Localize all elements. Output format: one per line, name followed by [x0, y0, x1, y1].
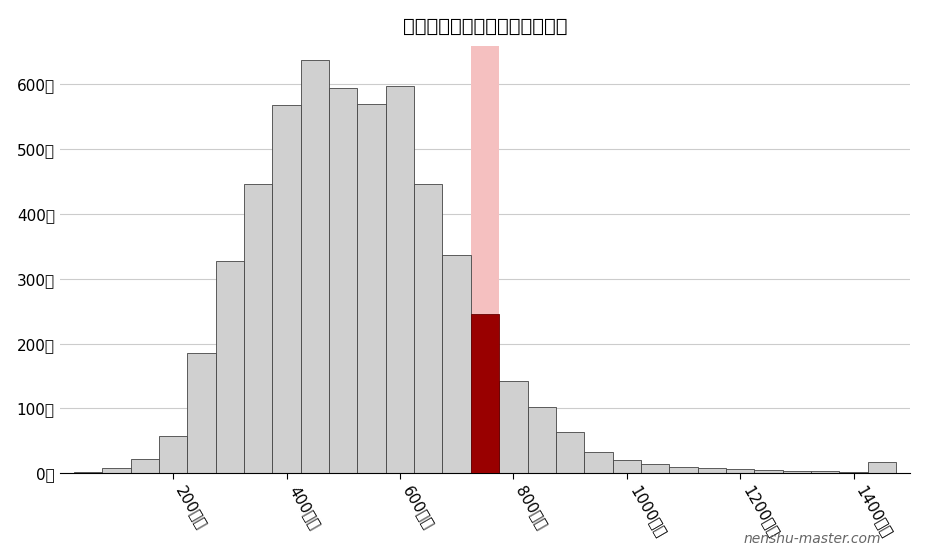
Title: イーグル工業の年収ポジション: イーグル工業の年収ポジション	[402, 17, 567, 36]
Bar	[613, 460, 641, 473]
Bar	[556, 432, 584, 473]
Bar	[414, 184, 442, 473]
Bar	[386, 86, 414, 473]
Bar	[755, 470, 782, 473]
Bar	[74, 472, 102, 473]
Text: nenshu-master.com: nenshu-master.com	[743, 532, 881, 546]
Bar	[782, 471, 811, 473]
Bar	[641, 464, 669, 473]
Bar	[358, 104, 386, 473]
Bar	[868, 462, 896, 473]
Bar	[273, 105, 300, 473]
Bar	[499, 380, 527, 473]
Bar	[102, 468, 131, 473]
Bar	[811, 471, 840, 473]
Bar	[527, 407, 556, 473]
Bar	[471, 46, 499, 473]
Bar	[131, 459, 159, 473]
Bar	[244, 184, 273, 473]
Bar	[669, 467, 698, 473]
Bar	[187, 353, 216, 473]
Bar	[329, 87, 358, 473]
Bar	[698, 468, 726, 473]
Bar	[584, 452, 613, 473]
Bar	[159, 436, 187, 473]
Bar	[471, 315, 499, 473]
Bar	[726, 470, 755, 473]
Bar	[216, 261, 244, 473]
Bar	[442, 255, 471, 473]
Bar	[300, 61, 329, 473]
Bar	[840, 472, 868, 473]
